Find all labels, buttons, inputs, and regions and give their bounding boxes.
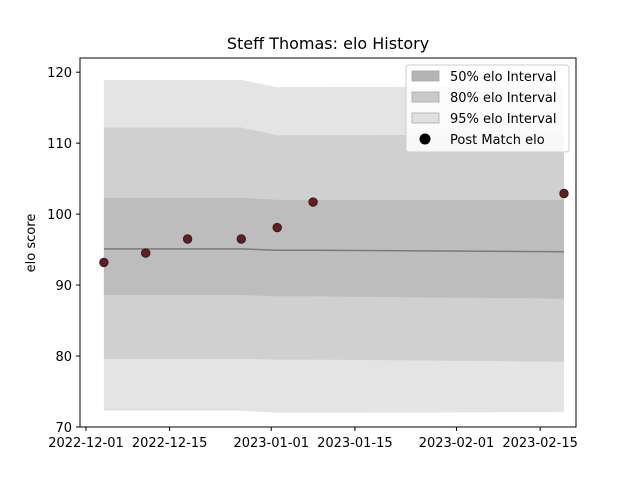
legend-label: 80% elo Interval	[450, 91, 557, 106]
legend-label: 95% elo Interval	[450, 112, 557, 127]
data-point	[99, 257, 109, 268]
data-point	[236, 234, 247, 244]
y-tick-label: 70	[55, 421, 72, 436]
x-tick-label: 2023-02-15	[502, 436, 578, 451]
y-axis-label: elo score	[24, 214, 39, 273]
points-layer	[99, 188, 569, 268]
legend: 50% elo Interval 80% elo Interval 95% elo …	[405, 64, 570, 153]
y-tick-label: 120	[47, 66, 72, 81]
legend-label: 50% elo Interval	[450, 70, 557, 85]
y-tick-label: 80	[55, 350, 72, 365]
x-tick-label: 2022-12-01	[48, 436, 124, 451]
chart-title: Steff Thomas: elo History	[227, 34, 429, 53]
y-tick-label: 100	[47, 208, 72, 223]
legend-marker	[419, 133, 431, 145]
y-tick-label: 110	[47, 137, 72, 152]
data-point	[141, 248, 151, 258]
bands-layer	[103, 80, 565, 413]
legend-swatch	[411, 112, 440, 124]
legend-label: Post Match elo	[450, 133, 545, 148]
x-tick-label: 2023-01-01	[233, 436, 309, 451]
band-2	[103, 197, 565, 299]
x-tick-label: 2022-12-15	[132, 436, 208, 451]
data-point	[559, 188, 569, 199]
x-tick-label: 2023-01-15	[317, 436, 393, 451]
y-tick-label: 90	[55, 279, 72, 294]
y-axis-ticks: 70 80 90 100 110 120	[47, 66, 80, 436]
x-axis-ticks: 2022-12-01 2022-12-15 2023-01-01 2023-01-15…	[48, 427, 578, 451]
legend-box	[405, 64, 570, 153]
legend-swatch	[411, 91, 440, 103]
plot-frame	[79, 57, 577, 428]
x-tick-label: 2023-02-01	[419, 436, 495, 451]
data-point	[182, 234, 193, 244]
data-point	[308, 197, 318, 207]
legend-swatch	[411, 70, 440, 82]
data-point	[272, 222, 282, 233]
